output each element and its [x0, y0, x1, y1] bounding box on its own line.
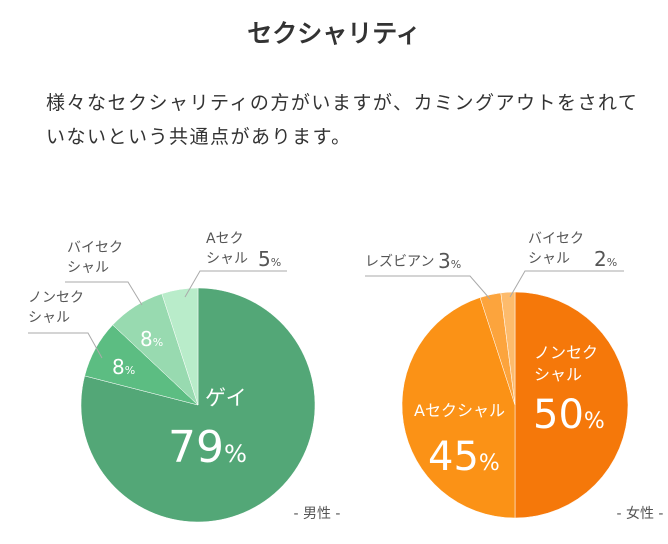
slice-value: 3% — [438, 249, 461, 273]
pie-caption: - 女性 - — [616, 505, 663, 522]
slice-label: ノンセク — [534, 343, 598, 362]
leader-line — [65, 281, 143, 306]
slice-label: シャル — [206, 251, 248, 267]
page-title: セクシャリティ — [247, 19, 421, 48]
slice-label: レズビアン — [365, 254, 434, 270]
pie-slice — [514, 291, 629, 519]
slice-label: Aセクシャル — [414, 401, 505, 420]
leader-line — [365, 275, 491, 300]
slice-label: ゲイ — [205, 386, 247, 410]
slice-label: シャル — [67, 260, 109, 276]
slice-value: 8% — [140, 327, 163, 351]
slice-value: 45% — [428, 434, 500, 480]
slice-value: 2% — [594, 247, 617, 271]
pie-slice — [161, 287, 199, 406]
description: 様々なセクシャリティの方がいますが、カミングアウトをされていないという共通点があ… — [46, 92, 639, 148]
pie-slice — [401, 297, 516, 519]
pie-caption: - 男性 - — [293, 506, 340, 522]
pie-slice — [500, 291, 516, 406]
slice-label: Aセク — [206, 231, 244, 247]
slice-label: ノンセク — [28, 290, 84, 306]
slice-value: 79% — [168, 422, 247, 473]
slice-label: バイセク — [528, 231, 584, 247]
slice-label: シャル — [528, 251, 570, 267]
slice-value: 50% — [533, 392, 605, 438]
leader-line — [509, 270, 624, 298]
slice-label: シャル — [534, 365, 582, 384]
slice-label: シャル — [28, 310, 70, 326]
leader-line — [28, 332, 103, 359]
slice-value: 5% — [258, 247, 281, 271]
slice-value: 8% — [112, 355, 135, 379]
leader-line — [184, 270, 287, 298]
slice-label: バイセク — [67, 240, 123, 256]
